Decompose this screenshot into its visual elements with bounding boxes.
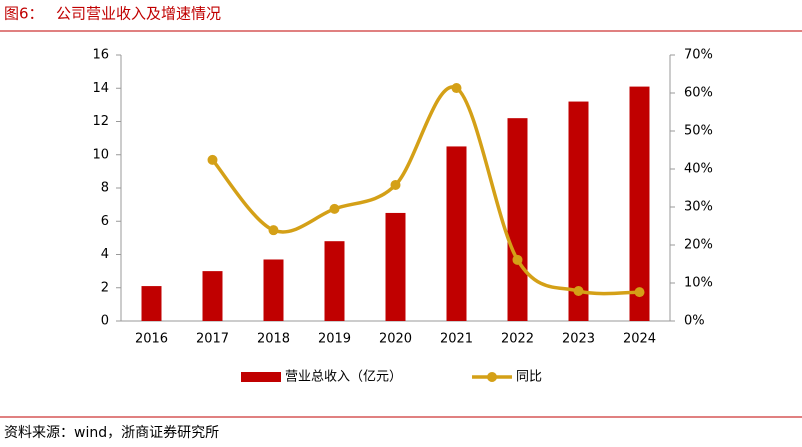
y-tick-label: 12	[92, 114, 109, 129]
bar	[446, 146, 467, 321]
line-marker	[573, 285, 584, 296]
x-tick-label: 2023	[562, 332, 595, 347]
line-marker	[207, 154, 218, 165]
y-tick-label: 10	[92, 147, 109, 162]
x-tick-label: 2018	[257, 332, 290, 347]
y2-tick-label: 60%	[684, 86, 713, 101]
x-tick-label: 2022	[501, 332, 534, 347]
y2-tick-label: 0%	[684, 314, 705, 329]
legend-label: 同比	[516, 370, 542, 385]
y-tick-label: 4	[101, 247, 109, 262]
line-marker	[451, 83, 462, 94]
bar	[507, 118, 528, 321]
bar	[629, 86, 650, 322]
y2-tick-label: 10%	[684, 276, 713, 291]
x-tick-label: 2019	[318, 332, 351, 347]
bar	[263, 259, 284, 321]
bar	[568, 101, 589, 321]
x-tick-label: 2020	[379, 332, 412, 347]
y-tick-label: 14	[92, 81, 109, 96]
x-tick-label: 2021	[440, 332, 473, 347]
line-marker	[329, 203, 340, 214]
x-tick-label: 2017	[196, 332, 229, 347]
line-marker	[268, 225, 279, 236]
figure-label: 图6：	[4, 5, 44, 23]
line	[211, 85, 640, 296]
legend-swatch	[487, 372, 498, 382]
bar	[141, 286, 162, 321]
source-note: 资料来源：wind，浙商证券研究所	[4, 425, 219, 441]
legend-label: 营业总收入（亿元）	[285, 370, 402, 385]
y2-tick-label: 50%	[684, 124, 713, 139]
line-marker	[390, 179, 401, 190]
y2-tick-label: 70%	[684, 48, 713, 63]
legend-swatch	[241, 372, 281, 382]
line-marker	[512, 254, 523, 265]
x-tick-label: 2024	[623, 332, 656, 347]
y-tick-label: 6	[101, 214, 109, 229]
y-tick-label: 16	[92, 48, 109, 63]
bar	[385, 212, 406, 321]
y-tick-label: 2	[101, 280, 109, 295]
x-tick-label: 2016	[135, 332, 168, 347]
y2-tick-label: 40%	[684, 162, 713, 177]
y2-tick-label: 30%	[684, 200, 713, 215]
y-tick-label: 0	[101, 314, 109, 329]
y-tick-label: 8	[101, 181, 109, 196]
y2-tick-label: 20%	[684, 238, 713, 253]
bar	[324, 241, 345, 321]
bar	[202, 271, 223, 321]
line-marker	[634, 287, 645, 298]
chart-title: 公司营业收入及增速情况	[56, 5, 221, 23]
